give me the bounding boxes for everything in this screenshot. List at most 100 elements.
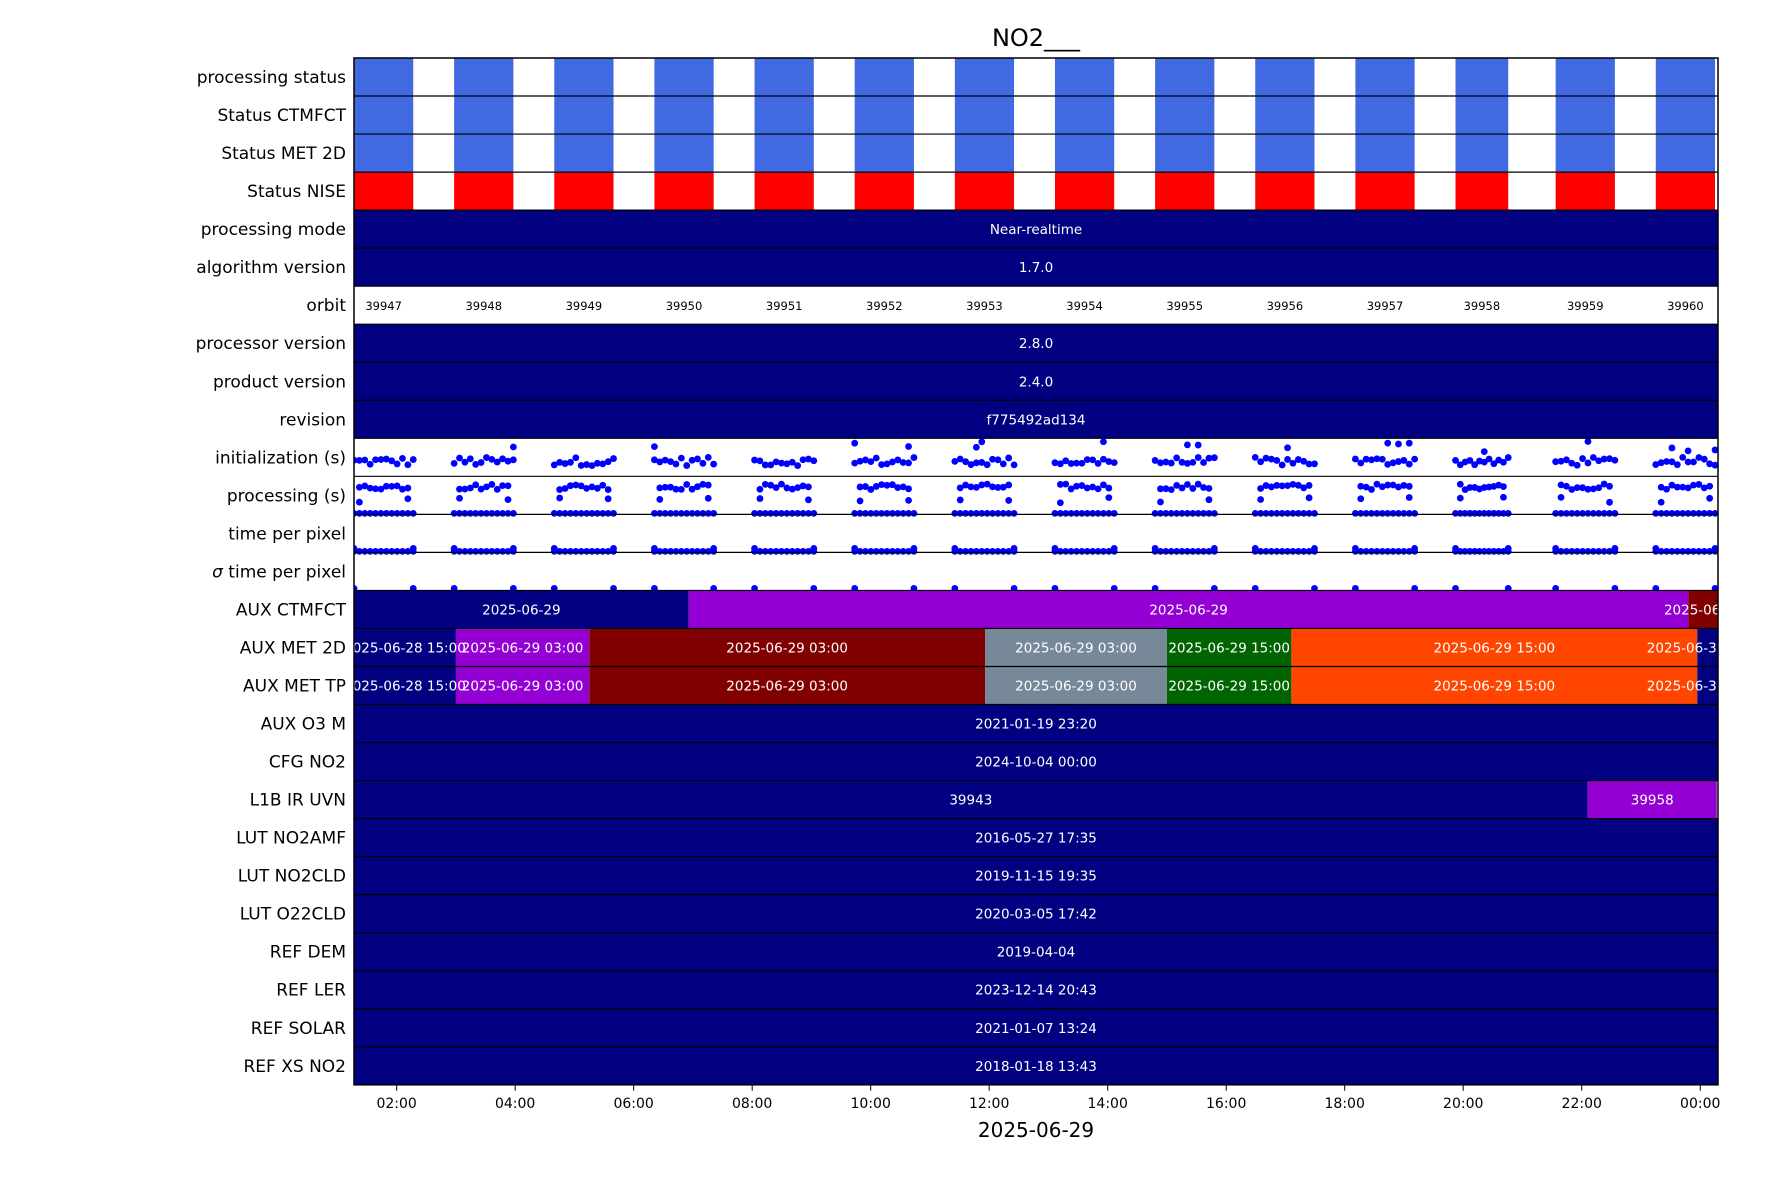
time-per-pixel-point-2-4-0 — [572, 547, 580, 555]
initialization-s-point-1-3-0 — [466, 455, 474, 463]
processing-s-point-2-8-0 — [593, 484, 601, 492]
processing-s-point-7-4-1 — [1073, 509, 1080, 517]
processing-s-point-6-10-2 — [1005, 509, 1013, 517]
time-per-pixel-point-3-7-0 — [688, 547, 696, 555]
time-per-pixel-point-11-3-0 — [1466, 547, 1474, 555]
aux-met-tp-segment-1 — [455, 666, 590, 705]
initialization-s-point-2-10-0 — [604, 458, 612, 466]
processing-s-point-9-3-1 — [1267, 509, 1275, 517]
initialization-s-point-13-9-0 — [1700, 455, 1708, 463]
time-per-pixel-point-6-2-0 — [962, 547, 969, 555]
processing-s-point-10-10-0 — [1405, 482, 1413, 490]
status-ctmfct-granule-2 — [554, 96, 614, 135]
initialization-s-point-4-11-0 — [810, 457, 818, 465]
processing-s-point-11-2-1 — [1461, 509, 1469, 517]
time-per-pixel-point-7-1-0 — [1056, 547, 1064, 555]
processing-s-point-4-4-1 — [772, 509, 780, 517]
processing-s-point-3-10-2 — [704, 509, 712, 517]
initialization-s-point-10-1-0 — [1357, 459, 1365, 467]
initialization-s-point-8-11-0 — [1210, 454, 1218, 462]
aux-met-2d-segment-1 — [455, 628, 590, 667]
processing-s-point-2-2-0 — [561, 485, 569, 492]
processing-s-point-4-2-1 — [761, 509, 769, 517]
initialization-s-point-1-7-0 — [488, 455, 496, 463]
initialization-s-point-8-8-0 — [1194, 454, 1202, 461]
ref-dem-segment-0 — [354, 932, 1718, 971]
time-per-pixel-point-1-0-1 — [450, 544, 458, 552]
initialization-s-point-4-9-0 — [799, 456, 807, 464]
time-per-pixel-point-2-1-0 — [556, 547, 564, 555]
processing-s-point-9-8-0 — [1294, 481, 1302, 489]
aux-met-2d-segment-3 — [985, 628, 1167, 667]
processing-s-point-8-10-2 — [1205, 509, 1213, 517]
processing-s-point-4-2-0 — [761, 480, 769, 488]
initialization-s-point-0-10-0 — [404, 461, 412, 469]
processing-s-point-2-7-1 — [588, 509, 596, 517]
time-per-pixel-point-2-7-0 — [588, 547, 596, 555]
initialization-s-point-11-11-0 — [1504, 454, 1512, 461]
initialization-s-point-3-7-0 — [688, 456, 696, 464]
status-met-2d-granule-8 — [1155, 134, 1215, 173]
processing-s-point-1-10-1 — [504, 496, 512, 503]
processing-s-point-7-2-1 — [1062, 509, 1070, 517]
status-nise-granule-2 — [554, 172, 614, 211]
x-tick-label-0000: 00:00 — [1680, 1096, 1720, 1112]
status-ctmfct-granule-9 — [1255, 96, 1315, 135]
processing-s-point-13-2-0 — [1663, 485, 1670, 493]
initialization-s-point-6-10-0 — [1005, 454, 1013, 462]
time-per-pixel-point-4-4-0 — [772, 547, 780, 555]
processing-s-point-11-11-0 — [1504, 509, 1512, 517]
processing-s-point-0-1-0 — [355, 483, 363, 491]
status-ctmfct-granule-13 — [1655, 96, 1716, 135]
processing-s-point-5-5-0 — [878, 481, 886, 489]
processing-s-point-8-4-0 — [1173, 481, 1181, 489]
row-label-processing-status: processing status — [197, 68, 346, 88]
x-tick-label-0400: 04:00 — [495, 1096, 535, 1112]
aux-met-2d-segment-label-2: 2025-06-29 03:00 — [726, 640, 848, 656]
initialization-s-point-8-3-0 — [1167, 459, 1175, 467]
initialization-s-point-12-2-0 — [1563, 456, 1570, 464]
initialization-s-point-13-4-0 — [1673, 461, 1681, 469]
processing-s-point-7-1-0 — [1056, 481, 1064, 488]
time-per-pixel-point-8-5-0 — [1178, 547, 1186, 555]
initialization-s-point-10-8-1 — [1395, 440, 1402, 448]
processing-s-point-10-10-1 — [1405, 494, 1413, 501]
processing-s-point-0-2-1 — [361, 509, 369, 517]
initialization-s-point-9-6-1 — [1284, 444, 1291, 452]
aux-met-2d-segment-label-3: 2025-06-29 03:00 — [1015, 640, 1137, 656]
processing-s-point-2-10-0 — [604, 486, 612, 493]
status-met-2d-granule-3 — [654, 134, 714, 173]
processing-s-point-3-9-1 — [699, 509, 707, 517]
processing-s-point-0-3-0 — [366, 484, 374, 492]
processing-s-point-13-5-1 — [1679, 509, 1687, 517]
processing-s-point-9-4-0 — [1273, 482, 1281, 489]
initialization-s-point-8-2-0 — [1162, 458, 1170, 466]
processing-s-point-8-11-0 — [1210, 509, 1218, 517]
processing-s-point-7-1-1 — [1056, 499, 1064, 507]
processing-s-point-13-7-0 — [1690, 481, 1697, 489]
lut-o22cld-segment-label-0: 2020-03-05 17:42 — [975, 907, 1097, 923]
time-per-pixel-point-1-8-0 — [493, 547, 501, 555]
processing-mode-segment-label-0: Near-realtime — [990, 222, 1082, 238]
processing-s-point-9-10-0 — [1305, 482, 1313, 489]
initialization-s-point-9-5-0 — [1278, 461, 1286, 469]
time-per-pixel-point-2-3-0 — [567, 547, 574, 555]
aux-met-tp-segment-label-0: 2025-06-28 15:00 — [344, 678, 466, 694]
processing-s-point-2-3-1 — [567, 509, 574, 517]
initialization-s-point-5-11-0 — [910, 454, 918, 461]
row-label-status-met-2d: Status MET 2D — [221, 144, 346, 164]
lut-no2amf-segment-0 — [354, 818, 1718, 857]
time-per-pixel-point-2-2-0 — [561, 547, 569, 555]
initialization-s-point-4-7-0 — [788, 458, 796, 466]
processing-s-point-1-9-1 — [499, 509, 507, 517]
processing-s-point-1-1-2 — [456, 509, 463, 517]
processing-s-point-7-6-0 — [1083, 484, 1091, 492]
processing-s-point-0-4-1 — [372, 509, 379, 517]
orbit-number-39957: 39957 — [1367, 299, 1404, 313]
time-per-pixel-point-6-10-0 — [1005, 547, 1013, 555]
initialization-s-point-0-8-0 — [393, 460, 401, 468]
processing-status-granule-1 — [454, 58, 514, 97]
processing-s-point-3-3-0 — [667, 483, 674, 491]
aux-met-tp-segment-6 — [1697, 666, 1718, 705]
